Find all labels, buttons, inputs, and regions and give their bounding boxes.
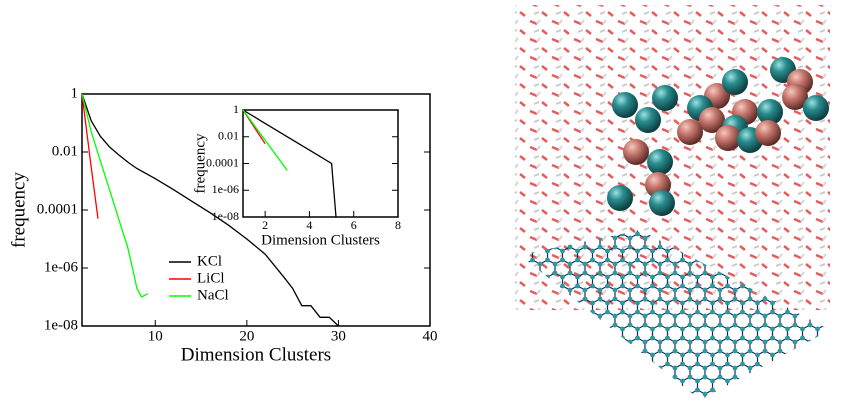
ion bbox=[677, 119, 703, 145]
y-tick-label: 1e-06 bbox=[212, 182, 239, 196]
inset-chart: 2 4 6 8 1 0.01 0.0001 1e-06 1e-08 Dimension Clust… bbox=[192, 102, 401, 249]
y-tick-label: 1e-08 bbox=[212, 209, 239, 223]
y-tick-label: 0.0001 bbox=[37, 201, 78, 217]
x-tick-label: 4 bbox=[306, 218, 312, 232]
series-line bbox=[242, 109, 288, 171]
ion bbox=[803, 95, 829, 121]
graphene-sheet bbox=[520, 230, 830, 400]
ion bbox=[623, 139, 649, 165]
x-tick-label: 40 bbox=[423, 329, 438, 345]
ion bbox=[649, 190, 675, 216]
series-line bbox=[81, 93, 339, 327]
x-tick-label: 6 bbox=[351, 218, 357, 232]
y-tick-label: 1 bbox=[71, 85, 79, 101]
y-tick-label: 1e-08 bbox=[44, 317, 78, 333]
plot-frame bbox=[242, 109, 399, 218]
y-axis-label: frequency bbox=[192, 133, 208, 193]
x-tick-label: 2 bbox=[262, 218, 268, 232]
legend-label: KCl bbox=[197, 253, 222, 269]
ion bbox=[699, 107, 725, 133]
legend-label: LiCl bbox=[197, 270, 225, 286]
ion bbox=[635, 107, 661, 133]
ion bbox=[757, 99, 783, 125]
x-axis-label: Dimension Clusters bbox=[181, 345, 331, 366]
ion bbox=[607, 185, 633, 211]
y-tick-label: 0.0001 bbox=[206, 155, 239, 169]
molecular-render bbox=[515, 5, 830, 400]
series-line bbox=[81, 93, 99, 219]
y-tick-label: 0.01 bbox=[218, 129, 239, 143]
x-tick-label: 8 bbox=[395, 218, 401, 232]
legend-label: NaCl bbox=[197, 287, 229, 303]
ion bbox=[652, 85, 678, 111]
y-tick-label: 0.01 bbox=[52, 143, 78, 159]
x-axis-label: Dimension Clusters bbox=[261, 232, 380, 248]
ion bbox=[647, 149, 673, 175]
ion bbox=[612, 92, 638, 118]
series-line bbox=[81, 93, 149, 298]
y-axis-label: frequency bbox=[8, 172, 29, 248]
ion bbox=[782, 84, 808, 110]
y-tick-label: 1 bbox=[233, 102, 239, 116]
ion bbox=[715, 125, 741, 151]
x-tick-label: 10 bbox=[148, 329, 163, 345]
y-tick-label: 1e-06 bbox=[44, 259, 79, 275]
ion bbox=[722, 69, 748, 95]
x-tick-label: 20 bbox=[239, 329, 254, 345]
x-tick-label: 30 bbox=[331, 329, 346, 345]
ion bbox=[755, 120, 781, 146]
